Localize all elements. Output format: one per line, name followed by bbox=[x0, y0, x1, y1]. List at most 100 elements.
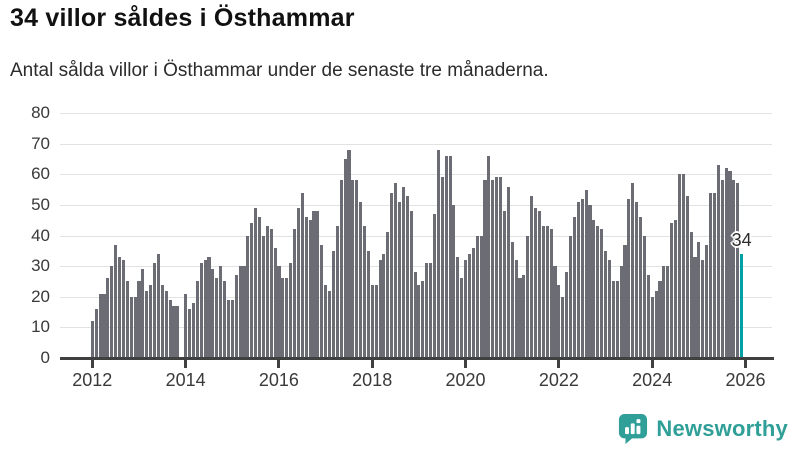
bar bbox=[716, 165, 720, 358]
bar bbox=[156, 253, 160, 358]
bar bbox=[514, 260, 518, 358]
bar bbox=[518, 278, 522, 358]
bar bbox=[219, 266, 223, 358]
bar bbox=[483, 180, 487, 358]
x-axis-tick-2014 bbox=[184, 359, 188, 368]
gridline-y30 bbox=[60, 266, 772, 268]
bar bbox=[432, 214, 437, 358]
bar bbox=[522, 275, 526, 358]
bar bbox=[184, 293, 188, 358]
bar bbox=[681, 174, 685, 359]
y-axis-label-0: 0 bbox=[40, 348, 50, 367]
bar bbox=[308, 220, 312, 358]
latest-value-annotation: 34 bbox=[731, 229, 752, 250]
bar bbox=[335, 226, 339, 358]
bar bbox=[413, 272, 417, 359]
newsworthy-logo: Newsworthy bbox=[618, 413, 788, 444]
bar bbox=[160, 284, 164, 358]
bar bbox=[436, 149, 440, 359]
bar bbox=[366, 250, 370, 358]
bar bbox=[627, 198, 631, 359]
bar bbox=[320, 244, 324, 358]
gridline-y70 bbox=[60, 143, 772, 145]
y-axis-label-40: 40 bbox=[31, 225, 50, 245]
bar bbox=[592, 220, 596, 358]
bar bbox=[440, 177, 444, 358]
bar bbox=[149, 284, 153, 358]
bar bbox=[199, 263, 203, 358]
bar bbox=[351, 180, 355, 358]
x-axis-label-2026: 2026 bbox=[725, 370, 766, 390]
x-axis-label-2022: 2022 bbox=[538, 370, 579, 390]
bar bbox=[316, 211, 320, 358]
bar bbox=[94, 309, 98, 358]
y-axis-label-30: 30 bbox=[31, 256, 50, 276]
bar bbox=[327, 290, 332, 358]
bar bbox=[545, 226, 549, 358]
bar bbox=[242, 266, 246, 358]
bar bbox=[611, 281, 615, 358]
bar bbox=[705, 244, 709, 358]
bar bbox=[234, 275, 238, 358]
bar bbox=[207, 256, 211, 358]
bar bbox=[658, 281, 662, 358]
bar bbox=[370, 284, 374, 358]
x-axis-label-2016: 2016 bbox=[258, 370, 299, 390]
bar bbox=[561, 296, 565, 359]
bar bbox=[456, 256, 460, 358]
bar bbox=[90, 321, 94, 359]
bar bbox=[444, 155, 448, 358]
bar bbox=[650, 296, 654, 359]
bar bbox=[670, 223, 674, 359]
bar bbox=[510, 241, 514, 358]
bar bbox=[549, 229, 553, 358]
bar bbox=[487, 155, 491, 358]
bar bbox=[635, 201, 639, 358]
bar bbox=[701, 260, 705, 358]
bar bbox=[211, 269, 215, 358]
bar bbox=[273, 247, 277, 359]
bar bbox=[261, 235, 265, 358]
y-axis-label-20: 20 bbox=[31, 286, 50, 306]
bar bbox=[133, 296, 137, 359]
bar bbox=[677, 174, 681, 359]
chart-subtitle: Antal sålda villor i Östhammar under de … bbox=[10, 60, 549, 81]
bar bbox=[553, 266, 557, 358]
bar bbox=[401, 186, 405, 358]
bar bbox=[141, 269, 145, 358]
bar bbox=[417, 284, 421, 358]
bar bbox=[164, 290, 168, 358]
bar bbox=[685, 195, 689, 358]
x-axis-tick-2026 bbox=[744, 359, 747, 368]
bar bbox=[386, 232, 390, 358]
bar bbox=[639, 217, 643, 358]
bar bbox=[607, 260, 611, 358]
bar bbox=[662, 266, 666, 358]
x-axis-tick-2024 bbox=[650, 359, 654, 368]
bar bbox=[502, 211, 507, 358]
bar bbox=[250, 223, 254, 359]
bar bbox=[226, 299, 230, 358]
bar bbox=[347, 149, 351, 359]
bar bbox=[397, 201, 402, 358]
bar bbox=[693, 256, 697, 358]
x-axis-label-2020: 2020 bbox=[445, 370, 486, 390]
bar bbox=[452, 204, 456, 358]
gridline-y80 bbox=[60, 113, 772, 114]
bar bbox=[359, 201, 363, 358]
bar-chart-speech-bubble-icon bbox=[618, 413, 648, 444]
bar bbox=[106, 278, 110, 358]
bar bbox=[362, 226, 367, 358]
bar bbox=[572, 217, 576, 358]
bar bbox=[409, 211, 413, 358]
bar bbox=[720, 180, 724, 358]
bar bbox=[238, 266, 242, 358]
bar bbox=[557, 284, 561, 358]
bar bbox=[732, 180, 736, 358]
x-axis-tick-2016 bbox=[277, 359, 281, 368]
bar bbox=[246, 235, 250, 358]
bar bbox=[277, 266, 281, 358]
bar bbox=[289, 263, 293, 358]
bar bbox=[292, 229, 297, 358]
